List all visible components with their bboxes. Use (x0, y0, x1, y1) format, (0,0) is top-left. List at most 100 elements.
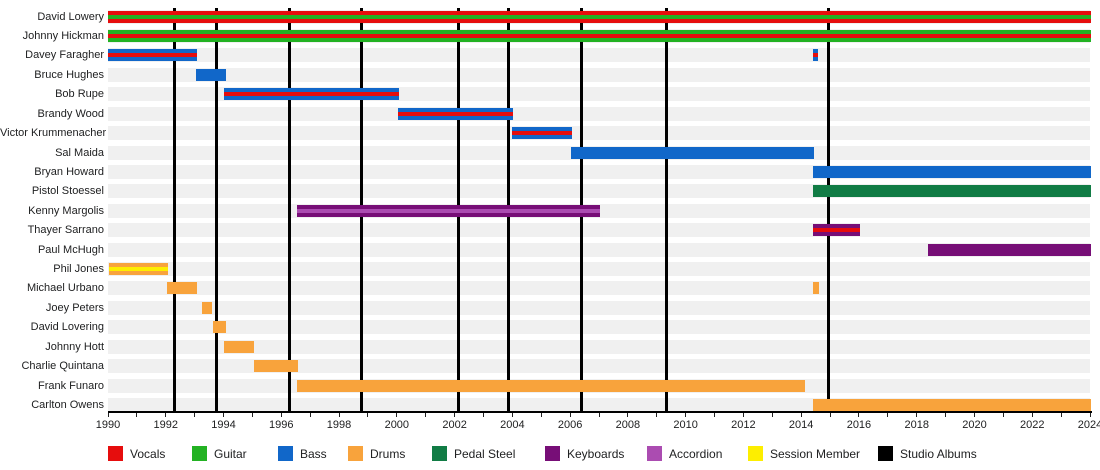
row-band (108, 242, 1090, 257)
timeline-bar (570, 146, 814, 159)
year-label: 2022 (1019, 419, 1045, 431)
timeline-bar (812, 185, 1092, 198)
timeline-bar (224, 88, 400, 101)
legend-item-vocals: Vocals (108, 446, 258, 462)
row-label: Michael Urbano (26, 282, 104, 295)
year-tick (280, 413, 282, 417)
legend-label: Studio Albums (900, 447, 977, 461)
year-tick (1002, 413, 1004, 417)
row-label: David Lovering (30, 321, 104, 334)
year-tick (800, 413, 802, 417)
year-label: 1994 (211, 419, 236, 431)
row-label: Thayer Sarrano (27, 224, 104, 237)
year-tick (627, 413, 629, 417)
timeline-bar (224, 340, 255, 353)
year-tick (714, 413, 716, 417)
row-band (108, 262, 1090, 277)
timeline-bar (213, 321, 226, 334)
secondary-role-stripe (812, 53, 818, 58)
year-tick (165, 413, 167, 417)
timeline-bar (812, 399, 1092, 411)
timeline-bar (296, 379, 806, 392)
year-tick (858, 413, 860, 417)
year-tick (454, 413, 456, 417)
secondary-role-stripe (397, 111, 514, 116)
row-label: Bryan Howard (34, 165, 104, 178)
timeline-bar (812, 282, 820, 295)
accordion-swatch (647, 446, 662, 461)
timeline-bar (108, 49, 197, 62)
legend-label: Vocals (130, 447, 166, 461)
x-axis-line (108, 411, 1092, 413)
year-label: 2008 (615, 419, 641, 431)
year-tick (223, 413, 225, 417)
row-label: Phil Jones (53, 263, 104, 276)
secondary-role-stripe (224, 92, 400, 97)
year-label: 2010 (673, 419, 698, 431)
row-label: Victor Krummenacher (0, 127, 107, 140)
year-tick (338, 413, 340, 417)
timeline-bar (812, 224, 860, 237)
legend-item-drums: Drums (348, 446, 498, 462)
row-label: Frank Funaro (37, 379, 104, 392)
year-tick (771, 413, 773, 417)
studio-album-line (288, 8, 292, 411)
secondary-role-stripe (108, 14, 1092, 19)
year-label: 2024 (1077, 419, 1100, 431)
legend-label: Session Member (770, 447, 861, 461)
year-tick (829, 413, 831, 417)
year-tick (1089, 413, 1091, 417)
legend-label: Bass (300, 447, 327, 461)
secondary-role-stripe (108, 34, 1092, 39)
row-label: Brandy Wood (37, 107, 104, 120)
secondary-role-stripe (296, 208, 600, 213)
legend-label: Drums (370, 447, 406, 461)
year-tick (973, 413, 975, 417)
year-tick (482, 413, 484, 417)
row-band (108, 281, 1090, 296)
legend-label: Accordion (669, 447, 723, 461)
timeline-bar (108, 30, 1092, 43)
year-tick (107, 413, 109, 417)
year-tick (1060, 413, 1062, 417)
timeline-bar (512, 127, 572, 140)
row-label: Kenny Margolis (28, 204, 104, 217)
secondary-role-stripe (108, 267, 168, 272)
timeline-bar (812, 165, 1092, 178)
row-label: David Lowery (37, 10, 104, 23)
row-band (108, 320, 1090, 335)
year-tick (136, 413, 138, 417)
year-tick (598, 413, 600, 417)
year-label: 1992 (153, 419, 178, 431)
row-label: Joey Peters (45, 301, 104, 314)
year-label: 2006 (557, 419, 583, 431)
year-label: 1990 (95, 419, 121, 431)
row-label: Johnny Hott (45, 340, 104, 353)
row-label: Bob Rupe (55, 88, 104, 101)
year-tick (656, 413, 658, 417)
timeline-bar (296, 204, 600, 217)
year-label: 2014 (788, 419, 814, 431)
studio-album-line (826, 8, 830, 411)
row-band (108, 300, 1090, 315)
legend-item-bass: Bass (278, 446, 428, 462)
year-label: 2020 (962, 419, 987, 431)
year-label: 2000 (384, 419, 410, 431)
row-label: Pistol Stoessel (31, 185, 104, 198)
studio_albums-swatch (878, 446, 893, 461)
secondary-role-stripe (512, 131, 572, 136)
row-band (108, 48, 1090, 63)
year-label: 1998 (326, 419, 352, 431)
session_member-swatch (748, 446, 763, 461)
year-label: 2012 (731, 419, 756, 431)
row-band (108, 339, 1090, 354)
row-band (108, 67, 1090, 82)
row-band (108, 223, 1090, 238)
legend-label: Keyboards (567, 447, 625, 461)
secondary-role-stripe (108, 53, 197, 58)
studio-album-line (664, 8, 668, 411)
timeline-bar (201, 301, 212, 314)
year-tick (251, 413, 253, 417)
drums-swatch (348, 446, 363, 461)
